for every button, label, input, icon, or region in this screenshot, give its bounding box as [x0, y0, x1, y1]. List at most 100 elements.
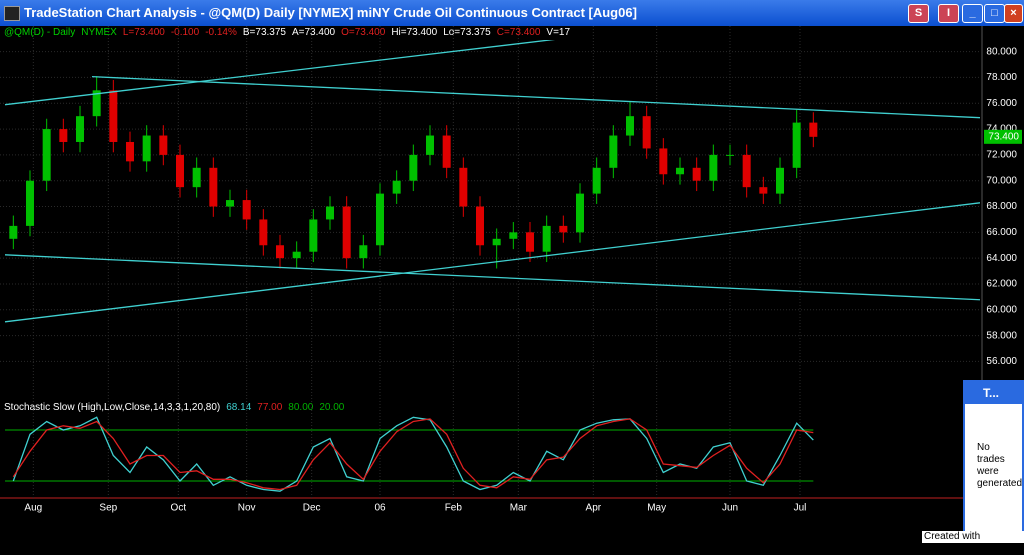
header-item: -0.100 — [171, 27, 200, 38]
candle-body — [559, 225, 568, 233]
y-tick-label: 60.000 — [986, 304, 1017, 315]
candle-body — [442, 135, 451, 168]
stoch-line — [12, 418, 814, 491]
header-item: -0.14% — [205, 27, 237, 38]
side-message: No trades were generated — [977, 442, 1023, 489]
candle-body — [676, 167, 684, 175]
y-tick-label: 62.000 — [986, 279, 1017, 290]
candle-body — [809, 122, 818, 137]
candle-body — [592, 167, 601, 194]
header-item: O=73.400 — [341, 27, 386, 38]
candle-body — [692, 167, 701, 181]
candle-body — [792, 122, 801, 168]
candle-body — [626, 116, 634, 136]
y-tick-label: 78.000 — [986, 72, 1017, 83]
candle-body — [742, 154, 751, 188]
trendline — [4, 202, 980, 323]
minimize-button[interactable]: _ — [962, 4, 983, 23]
candle-body — [159, 135, 168, 155]
candle-body — [492, 238, 501, 246]
candle-body — [142, 135, 151, 162]
header-item: @QM(D) - Daily — [4, 27, 75, 38]
candle-body — [176, 154, 184, 188]
candle-body — [242, 200, 251, 220]
candle-body — [59, 129, 68, 142]
header-item: Lo=73.375 — [443, 27, 491, 38]
x-tick-label: Aug — [24, 503, 42, 514]
stoch-readout: 20.00 — [319, 402, 344, 413]
trendline — [4, 254, 980, 301]
side-window[interactable]: T... No trades were generated — [963, 380, 1024, 543]
x-tick-label: Sep — [99, 503, 117, 514]
candle-body — [359, 245, 368, 259]
candle-body — [292, 251, 301, 259]
candle-body — [709, 154, 718, 181]
header-item: V=17 — [546, 27, 570, 38]
candle-body — [609, 135, 618, 168]
y-tick-label: 74.000 — [986, 124, 1017, 135]
candle-body — [126, 141, 134, 162]
header-item: NYMEX — [81, 27, 117, 38]
candle-body — [526, 232, 534, 252]
x-tick-label: Feb — [445, 503, 463, 514]
y-tick-label: 56.000 — [986, 356, 1017, 367]
chart: @QM(D) - Daily NYMEX L=73.400 -0.100 -0.14% B… — [0, 26, 1024, 531]
y-tick-label: 70.000 — [986, 175, 1017, 186]
candle-body — [109, 90, 118, 142]
menu-button[interactable]: S — [908, 4, 929, 23]
x-tick-label: May — [647, 503, 666, 514]
header-item: L=73.400 — [123, 27, 165, 38]
x-tick-label: 06 — [374, 503, 386, 514]
candle-body — [9, 225, 18, 239]
y-tick-label: 58.000 — [986, 330, 1017, 341]
x-tick-label: Apr — [586, 503, 602, 514]
candle-body — [576, 193, 584, 233]
last-price-tag — [984, 129, 1022, 144]
candle-body — [276, 245, 284, 259]
candle-body — [26, 180, 34, 226]
maximize-button[interactable]: □ — [984, 4, 1005, 23]
title-bar: TradeStation Chart Analysis - @QM(D) Dai… — [0, 0, 1024, 26]
candle-body — [542, 225, 551, 252]
candle-body — [209, 167, 218, 207]
y-tick-label: 64.000 — [986, 253, 1017, 264]
y-tick-label: 72.000 — [986, 150, 1017, 161]
footer: Created with TradeStation — [922, 531, 1024, 554]
x-tick-label: Dec — [303, 503, 321, 514]
y-tick-label: 68.000 — [986, 201, 1017, 212]
x-tick-label: Oct — [171, 503, 187, 514]
menu-button[interactable]: I — [938, 4, 959, 23]
candle-body — [776, 167, 784, 194]
candle-body — [259, 219, 268, 246]
candle-body — [342, 206, 351, 259]
candle-body — [642, 116, 651, 149]
last-price-label: 73.400 — [988, 131, 1019, 142]
side-title: T... — [965, 382, 1022, 404]
header-item: B=73.375 — [243, 27, 287, 38]
candle-body — [309, 219, 318, 252]
candle-body — [376, 193, 384, 246]
trendline — [4, 40, 556, 106]
candle-body — [459, 167, 468, 207]
window-title: TradeStation Chart Analysis - @QM(D) Dai… — [24, 5, 637, 20]
stoch-title: Stochastic Slow (High,Low,Close,14,3,3,1… — [4, 402, 220, 413]
page: TradeStation Chart Analysis - @QM(D) Dai… — [0, 0, 1024, 543]
x-tick-label: Mar — [510, 503, 528, 514]
candle-body — [659, 148, 668, 175]
stoch-readout: 77.00 — [257, 402, 282, 413]
price-header: @QM(D) - Daily NYMEX L=73.400 -0.100 -0.14% B… — [4, 27, 570, 38]
candle-body — [92, 90, 101, 117]
stoch-readout: 68.14 — [226, 402, 251, 413]
close-button[interactable]: × — [1004, 4, 1023, 23]
candle-body — [726, 154, 734, 156]
candle-body — [409, 154, 418, 181]
header-item: A=73.400 — [292, 27, 336, 38]
stoch-line — [12, 416, 814, 492]
stoch-readout: 80.00 — [288, 402, 313, 413]
y-tick-label: 66.000 — [986, 227, 1017, 238]
candle-body — [509, 232, 518, 239]
candle-body — [426, 135, 434, 155]
x-tick-label: Jul — [794, 503, 807, 514]
candle-body — [392, 180, 401, 194]
candle-body — [326, 206, 334, 220]
